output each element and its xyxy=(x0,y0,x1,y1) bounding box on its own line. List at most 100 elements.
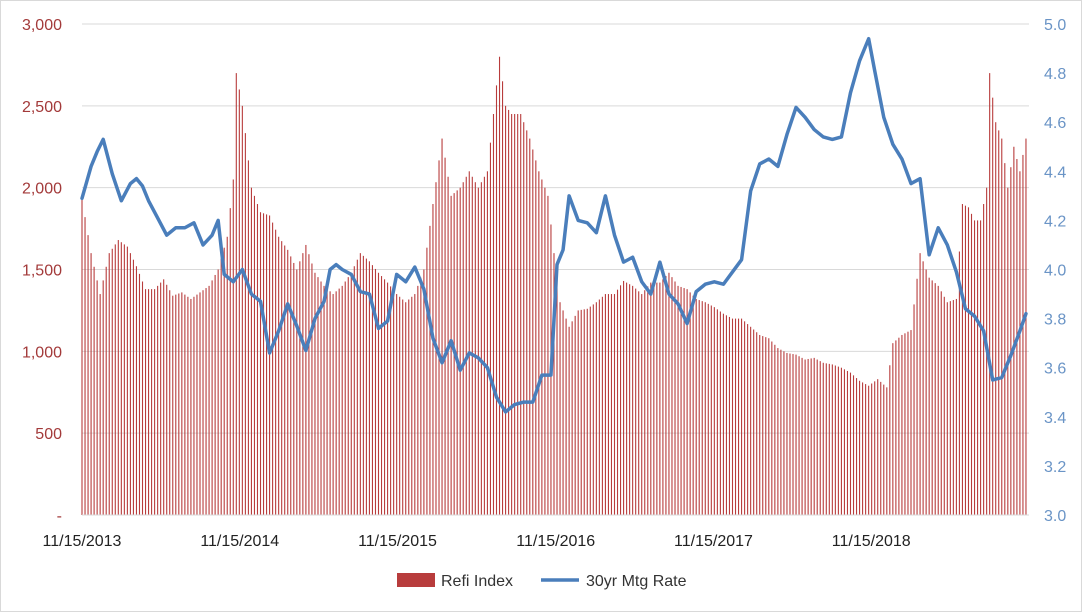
refi-bar xyxy=(822,362,824,515)
refi-bar xyxy=(338,288,340,515)
refi-bar xyxy=(958,251,960,515)
refi-bar xyxy=(160,282,162,515)
y-right-tick-label: 4.4 xyxy=(1044,164,1066,181)
refi-bar xyxy=(187,296,189,515)
refi-bar xyxy=(686,289,688,515)
refi-bar xyxy=(668,272,670,515)
refi-bar xyxy=(774,344,776,515)
refi-bar xyxy=(390,286,392,515)
refi-bar xyxy=(629,284,631,515)
refi-bar xyxy=(783,351,785,515)
refi-bar xyxy=(964,205,967,516)
y-right-tick-label: 3.2 xyxy=(1044,459,1066,476)
refi-bar xyxy=(665,276,667,515)
refi-bar xyxy=(780,349,782,515)
refi-bar xyxy=(713,307,715,515)
refi-bar xyxy=(350,272,352,515)
refi-bar xyxy=(901,334,903,515)
refi-bar xyxy=(163,279,165,515)
refi-bar xyxy=(408,299,410,515)
refi-bar xyxy=(750,326,752,515)
refi-bar xyxy=(613,294,616,515)
y-left-tick-label: 2,500 xyxy=(22,99,62,116)
refi-bar xyxy=(577,310,579,515)
refi-bar xyxy=(813,357,815,515)
refi-bar xyxy=(1007,187,1009,516)
refi-bar xyxy=(184,294,186,515)
refi-bar xyxy=(771,341,773,515)
refi-bar xyxy=(511,114,513,516)
refi-bar xyxy=(671,277,673,515)
refi-bar xyxy=(284,245,286,515)
refi-bar xyxy=(913,304,915,515)
refi-bar xyxy=(444,157,446,515)
left-y-axis: - 500 1,000 1,500 2,000 2,500 3,000 xyxy=(22,17,62,525)
y-left-tick-label: 3,000 xyxy=(22,17,62,34)
refi-bar xyxy=(495,85,498,516)
refi-bar xyxy=(335,291,337,515)
refi-bar xyxy=(166,284,168,515)
refi-bar xyxy=(262,213,265,515)
refi-bar xyxy=(940,291,942,515)
refi-bar xyxy=(223,247,225,515)
refi-bar xyxy=(819,361,821,515)
refi-bar xyxy=(792,354,794,515)
refi-bar xyxy=(632,285,634,515)
y-right-tick-label: 4.6 xyxy=(1044,115,1066,132)
refi-bar xyxy=(919,253,921,515)
refi-bar xyxy=(925,269,927,515)
refi-bar xyxy=(217,269,219,515)
refi-bar xyxy=(756,332,758,515)
refi-bar xyxy=(731,318,734,515)
x-tick-label: 11/15/2018 xyxy=(832,533,911,550)
refi-bar xyxy=(834,365,836,515)
refi-bar xyxy=(656,282,658,515)
refi-bar xyxy=(840,367,842,515)
refi-bar xyxy=(604,294,606,515)
refi-bar xyxy=(943,296,945,515)
refi-bar xyxy=(193,296,195,515)
refi-bar xyxy=(296,269,298,515)
refi-bar xyxy=(810,358,812,515)
refi-bar xyxy=(199,292,201,515)
refi-bar xyxy=(635,288,637,515)
refi-bar xyxy=(489,142,491,515)
refi-bar xyxy=(468,171,470,516)
refi-bar xyxy=(716,309,718,515)
refi-bar xyxy=(638,291,640,515)
refi-bar xyxy=(299,261,301,515)
refi-bar xyxy=(266,214,268,515)
refi-bar xyxy=(692,295,694,515)
refi-bar xyxy=(565,318,567,515)
refi-bar xyxy=(626,282,628,515)
refi-bar xyxy=(846,370,849,515)
refi-bar xyxy=(532,149,534,516)
refi-bar xyxy=(983,204,985,515)
refi-bar xyxy=(804,359,806,515)
refi-bar xyxy=(341,285,343,515)
refi-bar xyxy=(553,253,555,515)
refi-bar xyxy=(698,300,700,515)
refi-bar xyxy=(492,114,495,516)
refi-bar xyxy=(883,384,885,515)
y-right-tick-label: 4.8 xyxy=(1044,66,1066,83)
refi-bar xyxy=(272,222,274,515)
refi-bar xyxy=(126,246,128,515)
refi-bar xyxy=(108,253,110,515)
refi-bar xyxy=(759,334,761,515)
refi-bar xyxy=(172,295,174,515)
refi-bar xyxy=(674,281,676,515)
refi-bar xyxy=(244,133,246,516)
refi-bar xyxy=(710,305,712,515)
y-left-tick-label: 500 xyxy=(35,426,62,443)
refi-bar xyxy=(789,353,791,515)
refi-bar xyxy=(574,315,576,515)
refi-bar xyxy=(120,242,122,515)
refi-bar xyxy=(508,109,510,516)
refi-bar xyxy=(314,272,316,515)
refi-bar xyxy=(786,352,788,515)
refi-bar xyxy=(456,190,458,515)
refi-bar xyxy=(556,277,558,515)
refi-bar xyxy=(877,379,879,515)
